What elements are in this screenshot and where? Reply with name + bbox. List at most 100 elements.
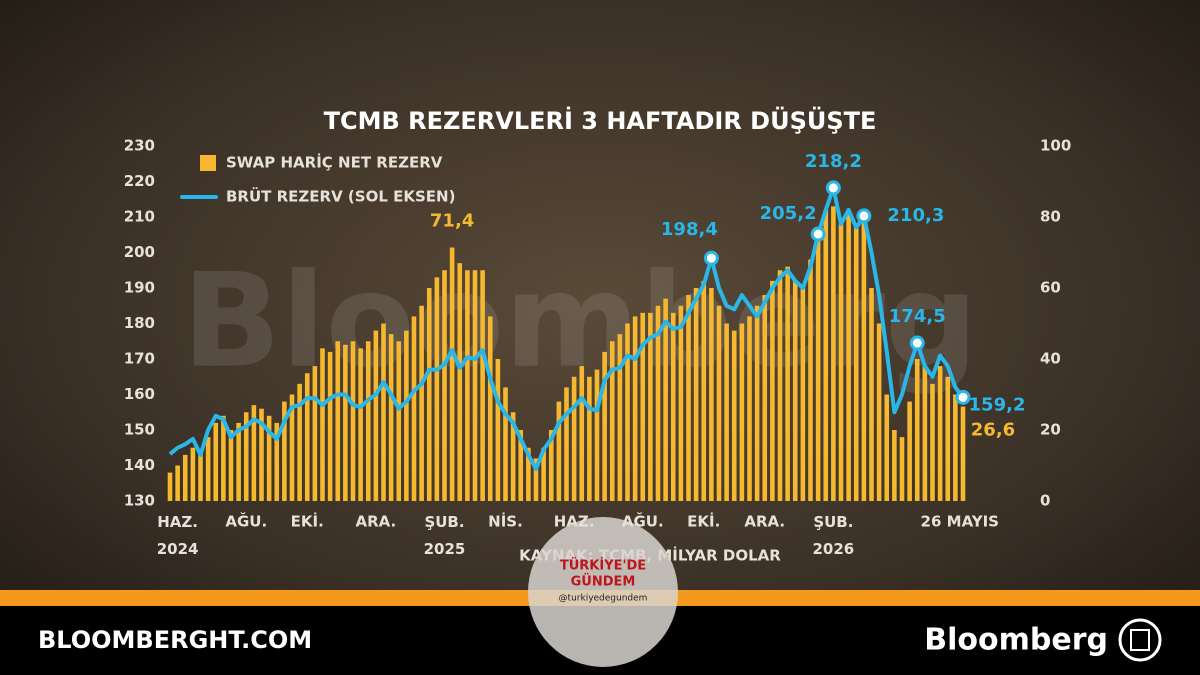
line-marker — [909, 335, 925, 351]
line-marker — [703, 250, 719, 266]
y2-tick-label: 60 — [1040, 279, 1061, 297]
line-value-label: 198,4 — [661, 219, 718, 240]
x-tick-label: ŞUB. 2026 — [813, 513, 855, 558]
bar — [731, 330, 737, 501]
y2-tick-label: 40 — [1040, 350, 1061, 368]
bar — [953, 394, 958, 501]
bar — [831, 206, 836, 501]
bar — [533, 458, 539, 501]
bar — [678, 305, 684, 501]
bar — [770, 280, 775, 501]
bar — [358, 348, 363, 501]
bar — [556, 401, 562, 501]
bar — [884, 394, 890, 501]
bar — [419, 305, 424, 501]
bar — [922, 366, 928, 501]
x-tick-label: AĞU. — [622, 512, 664, 531]
bar — [457, 263, 463, 501]
y-tick-label: 200 — [124, 243, 155, 261]
bar — [198, 451, 203, 501]
bar-value-label: 26,6 — [971, 420, 1015, 441]
legend-label: BRÜT REZERV (SOL EKSEN) — [226, 187, 455, 206]
bar — [182, 454, 188, 501]
bar — [526, 447, 531, 501]
chart-title: TCMB REZERVLERİ 3 HAFTADIR DÜŞÜŞTE — [324, 105, 877, 135]
bar — [449, 247, 455, 501]
x-tick-label: NİS. — [488, 512, 523, 531]
bar — [411, 316, 417, 501]
bar — [335, 341, 341, 501]
watermark-line2: GÜNDEM — [571, 574, 636, 590]
bar — [274, 422, 280, 501]
bar — [571, 376, 577, 501]
y2-tick-label: 80 — [1040, 208, 1061, 226]
x-tick-label: EKİ. — [687, 512, 720, 531]
y2-tick-label: 0 — [1040, 492, 1050, 510]
bar — [869, 288, 874, 501]
bar — [602, 351, 607, 501]
line-marker — [955, 389, 971, 405]
bar — [930, 383, 935, 501]
bar — [861, 217, 867, 501]
bar — [518, 430, 524, 501]
bar — [914, 359, 920, 501]
bar — [175, 465, 180, 501]
y-tick-label: 160 — [124, 385, 155, 403]
legend-swatch — [200, 155, 216, 171]
bar — [655, 305, 661, 501]
bar — [579, 366, 585, 501]
footer-site: BLOOMBERGHT.COM — [38, 626, 312, 654]
bar — [259, 408, 264, 501]
bar — [609, 341, 615, 501]
bar — [236, 422, 241, 501]
ht-logo — [1118, 618, 1162, 662]
bar — [853, 224, 859, 501]
line-marker — [856, 208, 872, 224]
bar — [487, 316, 493, 501]
bar — [228, 430, 234, 501]
x-tick-label: ARA. — [744, 513, 785, 531]
bar — [808, 259, 813, 501]
y-tick-label: 190 — [124, 279, 155, 297]
bar — [686, 295, 691, 501]
bar — [792, 280, 798, 501]
watermark-line1: TÜRKİYE'DE — [560, 558, 646, 574]
bar — [838, 224, 844, 501]
y-tick-label: 230 — [124, 137, 155, 155]
bar — [815, 231, 821, 501]
y2-tick-label: 100 — [1040, 137, 1071, 155]
line-marker — [825, 180, 841, 196]
bar — [747, 316, 752, 501]
x-tick-label: HAZ. 2024 — [157, 513, 199, 558]
line-value-label: 210,3 — [887, 205, 944, 226]
bar — [785, 266, 790, 501]
legend-label: SWAP HARİÇ NET REZERV — [226, 153, 443, 172]
bar — [442, 270, 447, 501]
bar — [472, 270, 478, 501]
bar — [365, 341, 371, 501]
bar — [434, 277, 440, 501]
x-tick-label: HAZ. — [554, 513, 595, 531]
line-marker — [810, 226, 826, 242]
plot-area — [167, 180, 971, 501]
y-tick-label: 180 — [124, 314, 155, 332]
y-tick-label: 170 — [124, 350, 155, 368]
bar — [640, 312, 646, 501]
y2-tick-label: 20 — [1040, 421, 1061, 439]
watermark: TÜRKİYE'DE GÜNDEM @turkiyedegundem — [528, 517, 678, 667]
bar — [327, 351, 333, 501]
x-tick-label: AĞU. — [225, 512, 267, 531]
bar — [320, 348, 325, 501]
bar — [282, 401, 287, 501]
x-tick-label: EKİ. — [291, 512, 324, 531]
bar — [724, 323, 729, 501]
bar — [480, 270, 485, 501]
bar — [304, 373, 310, 501]
x-tick-label: ŞUB. 2025 — [424, 513, 466, 558]
bar — [251, 405, 257, 501]
bar — [907, 401, 912, 501]
bar — [892, 430, 897, 501]
bar — [800, 288, 806, 501]
y-tick-label: 140 — [124, 456, 155, 474]
